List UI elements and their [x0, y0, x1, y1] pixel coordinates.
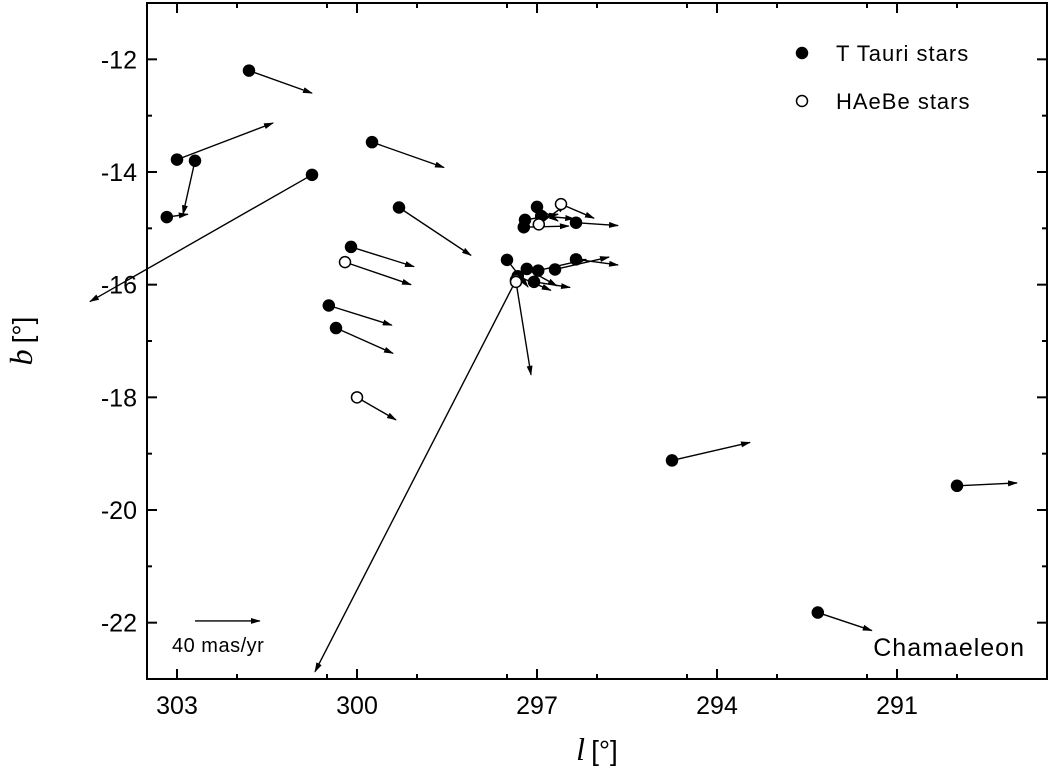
proper-motion-arrow — [817, 611, 873, 632]
x-tick-label: 291 — [876, 692, 918, 720]
proper-motion-arrow — [515, 281, 533, 376]
legend-label: HAeBe stars — [836, 89, 971, 114]
t-tauri-star-point — [344, 240, 358, 254]
proper-motion-arrow — [956, 480, 1018, 487]
t-tauri-star-point — [242, 64, 256, 77]
proper-motion-arrow — [575, 258, 619, 267]
t-tauri-star-point — [548, 263, 562, 276]
t-tauri-star-point — [950, 479, 964, 493]
proper-motion-arrow — [344, 261, 412, 286]
haebe-star-point — [350, 391, 364, 404]
region-annotation: Chamaeleon — [873, 634, 1025, 662]
t-tauri-star-point — [188, 154, 202, 167]
proper-motion-arrow — [356, 396, 397, 421]
t-tauri-star-point — [811, 606, 825, 619]
proper-motion-arrow — [335, 327, 394, 355]
t-tauri-star-point — [365, 135, 379, 149]
y-axis-unit: [°] — [7, 317, 38, 344]
t-tauri-star-point — [170, 153, 184, 166]
t-tauri-star-point — [322, 299, 336, 312]
legend-filled-marker — [795, 46, 809, 60]
scale-arrow-label: 40 mas/yr — [172, 635, 264, 657]
t-tauri-star-point — [517, 220, 531, 234]
proper-motion-arrow — [371, 141, 445, 169]
proper-motion-arrow — [671, 441, 751, 462]
proper-motion-arrow — [314, 279, 517, 673]
t-tauri-star-point — [392, 201, 406, 214]
y-axis-symbol: b — [3, 349, 39, 365]
t-tauri-star-point — [527, 275, 541, 289]
x-tick-label: 297 — [516, 692, 558, 720]
y-tick-label: -18 — [101, 384, 137, 412]
t-tauri-star-point — [665, 454, 679, 467]
proper-motion-arrow — [248, 69, 313, 94]
legend-label: T Tauri stars — [836, 41, 969, 66]
y-tick-label: -20 — [101, 497, 137, 525]
proper-motion-arrow — [398, 206, 472, 256]
legend: T Tauri stars HAeBe stars — [795, 41, 971, 114]
t-tauri-star-point — [569, 216, 583, 229]
y-tick-label: -12 — [101, 46, 137, 74]
proper-motion-arrow — [523, 223, 570, 230]
x-tick-label: 294 — [696, 692, 738, 720]
axes: 303300297294291-12-14-16-18-20-22l[°]b[°… — [3, 2, 1048, 767]
x-tick-label: 300 — [336, 692, 378, 720]
star-points — [160, 64, 964, 619]
proper-motion-arrow — [328, 304, 393, 326]
x-axis-symbol: l — [576, 731, 585, 767]
haebe-star-point — [532, 218, 546, 231]
x-tick-label: 303 — [156, 692, 198, 720]
haebe-star-point — [338, 255, 352, 269]
t-tauri-star-point — [569, 253, 583, 266]
x-axis-unit: [°] — [591, 735, 618, 766]
x-axis-title: l [°] — [576, 731, 618, 767]
t-tauri-star-point — [500, 253, 514, 267]
scale-arrow: 40 mas/yr — [172, 617, 264, 657]
t-tauri-star-point — [305, 168, 319, 182]
t-tauri-star-point — [160, 210, 174, 224]
proper-motion-arrow — [176, 122, 274, 161]
t-tauri-star-point — [531, 264, 545, 277]
t-tauri-star-point — [329, 321, 343, 335]
proper-motion-vectors — [89, 69, 1018, 673]
proper-motion-arrow — [554, 256, 610, 271]
haebe-star-point — [554, 197, 568, 211]
haebe-star-point — [509, 275, 523, 289]
proper-motion-arrow — [350, 246, 415, 268]
legend-open-marker — [795, 94, 809, 108]
proper-motion-arrow — [182, 160, 196, 216]
proper-motion-arrow — [575, 221, 619, 228]
y-tick-label: -22 — [101, 610, 137, 638]
proper-motion-arrow — [89, 174, 313, 303]
y-axis-title: b [°] — [3, 317, 39, 366]
y-tick-label: -14 — [101, 159, 137, 187]
